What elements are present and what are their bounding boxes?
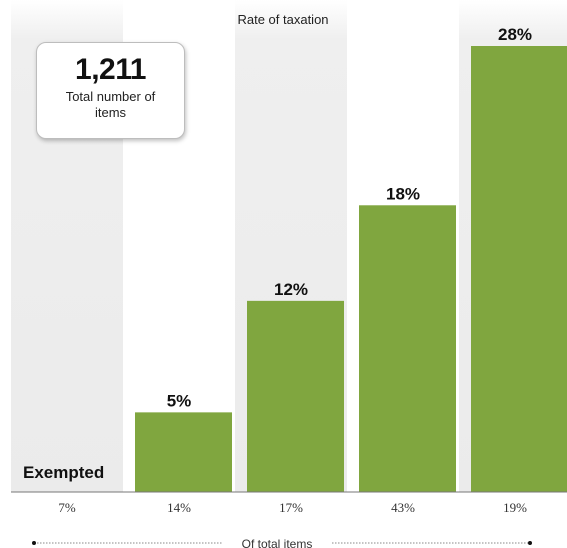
bar-label: 12%	[274, 280, 308, 299]
x-tick-labels: 7% 14% 17% 43% 19%	[58, 500, 527, 515]
bar	[359, 205, 456, 493]
x-tick-label: 43%	[391, 500, 415, 515]
bars	[135, 46, 567, 493]
bar	[247, 300, 344, 492]
bar-label: 18%	[386, 184, 420, 203]
x-tick-label: 14%	[167, 500, 191, 515]
total-items-box: 1,211 Total number of items	[36, 42, 185, 139]
bar-label: 28%	[498, 25, 532, 44]
bar	[471, 46, 567, 492]
total-items-value: 1,211	[75, 53, 146, 86]
chart-title: Rate of taxation	[237, 12, 328, 27]
caption-dot-right	[528, 541, 532, 545]
bar-label: Exempted	[23, 463, 104, 482]
bar	[135, 412, 232, 492]
x-tick-label: 7%	[58, 500, 76, 515]
x-tick-label: 17%	[279, 500, 303, 515]
x-axis-caption: Of total items	[242, 537, 313, 548]
total-items-label: Total number of items	[65, 89, 156, 120]
bar-labels: Exempted 5% 12% 18% 28%	[23, 25, 532, 482]
x-axis-caption-group: Of total items	[32, 537, 532, 548]
bar-label: 5%	[167, 391, 192, 410]
caption-dot-left	[32, 541, 36, 545]
x-tick-label: 19%	[503, 500, 527, 515]
